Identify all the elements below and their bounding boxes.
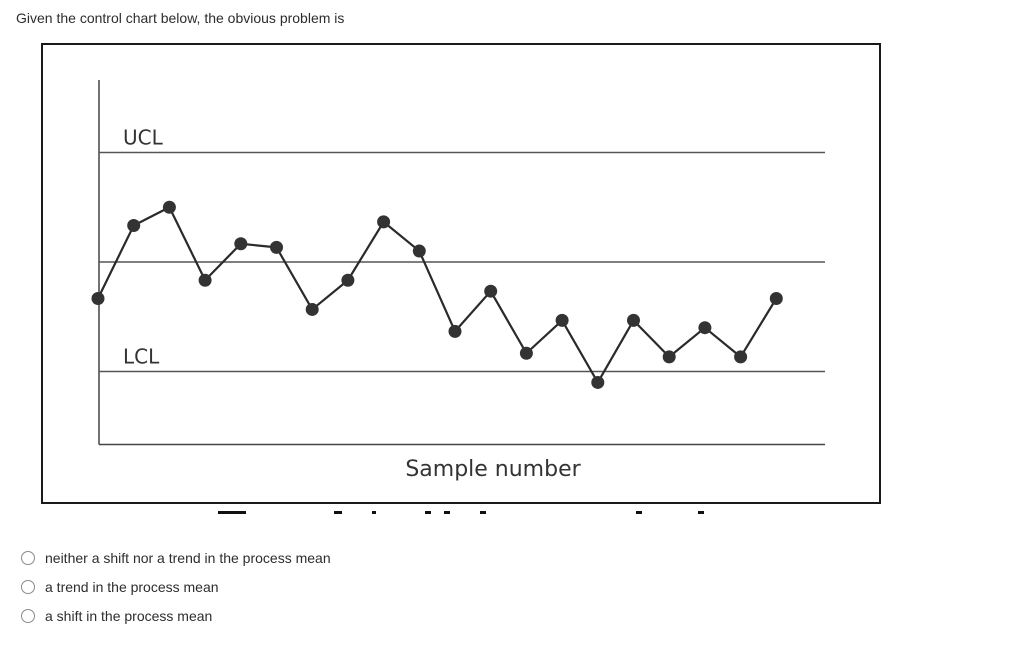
data-point [698,321,712,335]
data-point [270,240,283,254]
data-point [377,215,391,229]
question-text: Given the control chart below, the obvio… [16,10,345,26]
data-point [162,200,176,214]
answer-option[interactable]: a shift in the process mean [21,601,331,630]
radio-button[interactable] [21,579,35,594]
data-point [412,244,426,258]
x-axis-label: Sample number [405,457,581,482]
data-point [198,273,212,287]
option-label: neither a shift nor a trend in the proce… [45,549,331,566]
ucl-label: UCL [123,126,164,150]
answer-options: neither a shift nor a trend in the proce… [21,543,331,630]
data-point [662,350,676,364]
data-point [234,237,248,251]
option-label: a trend in the process mean [45,578,219,595]
control-chart: UCL LCL Sample number [91,80,825,482]
cropped-caption-remnant [210,508,710,514]
data-point [448,324,462,338]
radio-button[interactable] [21,550,35,565]
data-point [305,302,319,316]
data-point [591,375,605,389]
answer-option[interactable]: neither a shift nor a trend in the proce… [21,543,331,572]
data-point [769,292,783,305]
data-point [91,292,105,305]
data-point [127,219,141,232]
data-point [734,350,748,364]
radio-button[interactable] [21,608,35,623]
control-chart-figure: UCL LCL Sample number [41,43,881,504]
data-point [519,346,533,360]
option-label: a shift in the process mean [45,607,213,624]
data-point [484,284,498,298]
data-point [627,313,640,327]
data-point [341,273,355,287]
lcl-label: LCL [123,345,160,369]
data-point [555,313,569,327]
answer-option[interactable]: a trend in the process mean [21,572,331,601]
series-line [97,206,778,384]
